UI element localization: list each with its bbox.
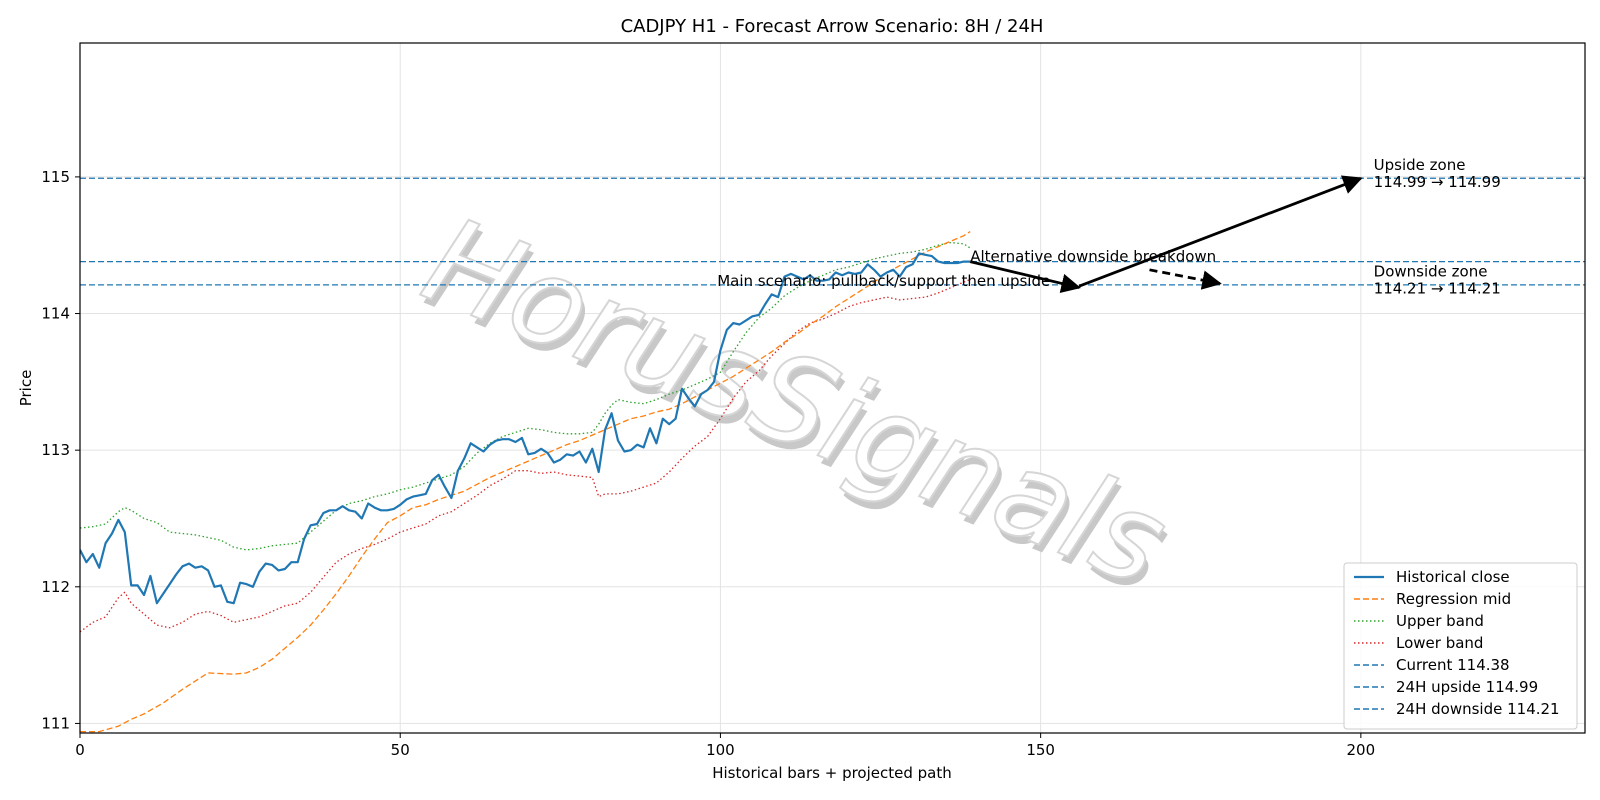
y-tick-label: 111 bbox=[41, 714, 70, 732]
y-tick-label: 114 bbox=[41, 305, 70, 323]
scenario-arrow-1 bbox=[1078, 175, 1363, 288]
chart-title: CADJPY H1 - Forecast Arrow Scenario: 8H … bbox=[621, 16, 1044, 37]
x-tick-label: 200 bbox=[1347, 741, 1376, 759]
legend-box bbox=[1343, 562, 1578, 730]
x-tick-label: 0 bbox=[75, 741, 85, 759]
series-line-2 bbox=[80, 241, 971, 551]
arrows bbox=[969, 175, 1363, 294]
legend-label: Historical close bbox=[1396, 568, 1510, 586]
plot-frame bbox=[79, 42, 1586, 734]
y-tick-label: 115 bbox=[41, 168, 70, 186]
scenario-arrow-0 bbox=[969, 260, 1081, 294]
series-line-1 bbox=[80, 231, 971, 733]
x-tick-label: 150 bbox=[1026, 741, 1055, 759]
series-line-3 bbox=[80, 278, 971, 633]
x-tick-label: 50 bbox=[391, 741, 410, 759]
series-line-0 bbox=[80, 252, 971, 605]
legend-label: Regression mid bbox=[1396, 590, 1511, 608]
y-axis: 111 112 113 114 115 bbox=[41, 168, 80, 732]
legend-label: Upper band bbox=[1396, 612, 1484, 630]
legend-label: 24H downside 114.21 bbox=[1396, 700, 1560, 718]
x-axis: 0 50 100 150 200 bbox=[75, 733, 1375, 759]
legend-label: 24H upside 114.99 bbox=[1396, 678, 1538, 696]
main-scenario-label: Main scenario: pullback/support then ups… bbox=[717, 272, 1050, 290]
y-axis-label: Price bbox=[17, 370, 35, 407]
series-lines bbox=[80, 231, 971, 733]
scenario-arrow-2 bbox=[1149, 268, 1222, 290]
alt-scenario-label: Alternative downside breakdown bbox=[970, 248, 1216, 266]
x-axis-label: Historical bars + projected path bbox=[712, 764, 952, 782]
legend: Historical close Regression mid Upper band… bbox=[1343, 562, 1578, 730]
upside-zone-label-line-1: 114.99 → 114.99 bbox=[1374, 173, 1501, 191]
legend-label: Lower band bbox=[1396, 634, 1483, 652]
y-tick-label: 113 bbox=[41, 441, 70, 459]
x-tick-label: 100 bbox=[706, 741, 735, 759]
upside-zone-label-line-0: Upside zone bbox=[1374, 156, 1466, 174]
hlines bbox=[80, 177, 1585, 286]
downside-zone-label-line-1: 114.21 → 114.21 bbox=[1374, 280, 1501, 298]
legend-label: Current 114.38 bbox=[1396, 656, 1510, 674]
downside-zone-label-line-0: Downside zone bbox=[1374, 263, 1488, 281]
annotations: Main scenario: pullback/support then ups… bbox=[717, 156, 1501, 298]
grid bbox=[79, 43, 1585, 733]
y-tick-label: 112 bbox=[41, 578, 70, 596]
